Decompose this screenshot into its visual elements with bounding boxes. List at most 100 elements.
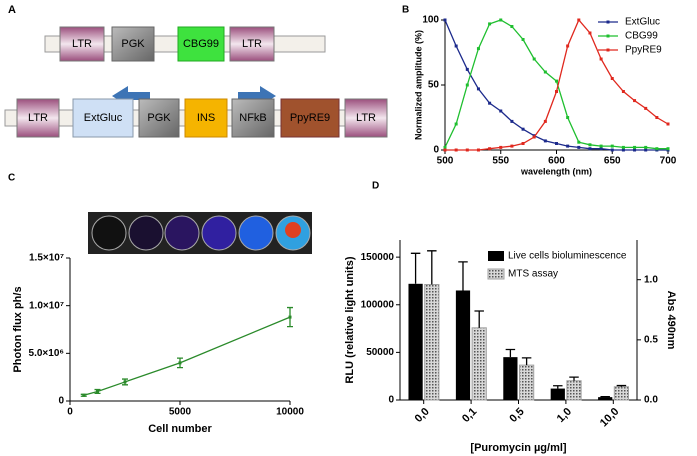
y-tick-label: 50000 <box>366 347 394 358</box>
x-tick-label: 650 <box>604 156 621 167</box>
bar <box>424 284 440 401</box>
point <box>633 145 637 149</box>
legend-swatch <box>488 251 504 261</box>
y-tick-label: 1.5×10⁷ <box>29 253 64 264</box>
error-bar <box>505 348 516 358</box>
x-axis-label: [Puromycin µg/ml] <box>470 442 567 454</box>
error-bar <box>427 250 437 285</box>
legend-label: Live cells bioluminescence <box>508 251 627 262</box>
point <box>555 90 558 93</box>
point <box>666 122 670 126</box>
y-axis-label: Photon flux ph/s <box>12 286 24 372</box>
point <box>443 145 447 149</box>
point <box>488 101 492 105</box>
x-tick-label: 600 <box>548 156 565 167</box>
point <box>555 142 558 145</box>
y-tick-label: 0 <box>58 396 64 407</box>
error-bar <box>458 261 468 291</box>
y-tick-label: 100000 <box>361 299 395 310</box>
point <box>644 145 648 149</box>
legend-swatch <box>487 268 505 280</box>
error-bar <box>616 384 627 387</box>
point <box>655 147 659 151</box>
error-bar <box>569 376 579 381</box>
box-pgk <box>111 26 155 62</box>
point <box>577 18 581 22</box>
x-tick-label: 0,0 <box>413 406 432 425</box>
point <box>465 148 469 152</box>
legend-label: ExtGluc <box>625 17 660 28</box>
y-tick-label: 100 <box>422 15 439 26</box>
box-extgluc <box>72 98 134 138</box>
legend-label: CBG99 <box>625 31 658 42</box>
y-tick-label: 5.0×10⁶ <box>29 348 64 359</box>
box-label: PGK <box>121 38 145 50</box>
y-tick-label: 1.0×10⁷ <box>29 300 64 311</box>
point <box>610 148 614 152</box>
box-ltr <box>16 98 60 138</box>
box-label: LTR <box>72 38 92 50</box>
y2-axis-label: Abs 490nm <box>665 291 677 350</box>
error-bar <box>521 357 532 366</box>
y-axis-label: Normalized amplitude (%) <box>413 30 423 140</box>
point <box>123 380 127 384</box>
point <box>610 77 614 80</box>
bar <box>408 283 423 400</box>
box-label: LTR <box>242 38 262 50</box>
x-axis-label: wavelength (nm) <box>520 166 592 176</box>
well <box>164 215 200 251</box>
box-label: LTR <box>28 112 48 124</box>
bar <box>519 364 535 401</box>
error-bar <box>410 252 421 284</box>
point <box>599 57 603 61</box>
point <box>521 38 525 41</box>
point <box>465 67 469 71</box>
point <box>454 122 458 126</box>
well <box>201 215 237 251</box>
point <box>543 119 547 123</box>
error-bar <box>553 385 563 389</box>
point <box>178 361 182 365</box>
x-tick-label: 700 <box>660 156 677 167</box>
point <box>566 144 570 148</box>
point <box>644 106 648 110</box>
y-tick-label: 150000 <box>361 252 395 263</box>
bar <box>566 380 582 401</box>
panel-a: A LTR PGK CBG99 LTR LTR ExtGluc PGK INS … <box>4 4 388 138</box>
point <box>465 83 469 87</box>
bar <box>550 388 565 400</box>
point <box>521 142 525 145</box>
point <box>499 145 503 149</box>
series-line <box>83 316 291 396</box>
well <box>91 215 127 251</box>
point <box>588 143 592 147</box>
well <box>128 215 164 251</box>
box-label: INS <box>197 112 215 124</box>
point <box>566 44 570 48</box>
box-ltr <box>229 26 275 62</box>
legend-marker <box>606 48 610 52</box>
box-label: LTR <box>356 112 376 124</box>
point <box>476 47 480 51</box>
point <box>566 116 570 119</box>
y-tick-label: 0 <box>388 395 394 406</box>
x-tick-label: 0 <box>67 407 73 418</box>
point <box>655 116 659 119</box>
x-tick-label: 500 <box>437 156 454 167</box>
point <box>82 393 86 397</box>
box-label: PpyRE9 <box>290 112 330 124</box>
point <box>499 109 503 113</box>
point <box>510 144 514 148</box>
point <box>454 44 458 48</box>
x-tick-label: 10,0 <box>598 406 622 430</box>
point <box>577 145 581 149</box>
error-bar <box>474 310 484 328</box>
x-tick-label: 550 <box>492 156 509 167</box>
point <box>666 147 670 151</box>
box-ltr <box>344 98 388 138</box>
y-tick-label: 0 <box>433 145 439 156</box>
bar <box>613 386 630 401</box>
point <box>621 90 625 93</box>
point <box>510 119 514 123</box>
